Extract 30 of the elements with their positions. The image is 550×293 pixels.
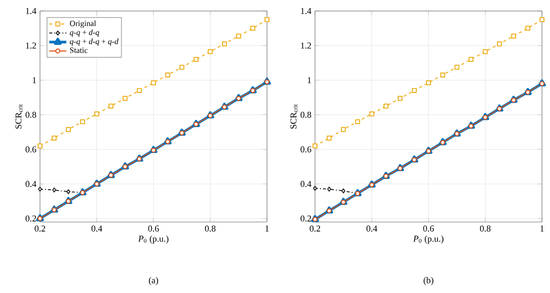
y-tick-label: 0.4 (26, 180, 36, 187)
y-tick-label: 0.6 (300, 146, 312, 152)
x-tick-label: 0.4 (366, 226, 378, 232)
y-tick-label: 1.4 (301, 8, 312, 14)
y-tick-label: 0.2 (300, 215, 311, 222)
y-tick-label: 0.6 (26, 146, 36, 152)
text: (a) (148, 277, 158, 286)
x-tick-label: 0.2 (34, 226, 46, 232)
y-tick-label: 1.2 (26, 42, 36, 49)
y-axis-title: SCR$_{crit}$ (290, 104, 298, 129)
y-tick-label: 0.8 (26, 112, 36, 118)
x-tick-label: 0.8 (204, 226, 216, 232)
y-tick-label: 0.8 (300, 112, 312, 118)
x-tick-label: 0.4 (91, 226, 102, 232)
x-axis-title: P$_{0}$ (p.u.) (413, 235, 444, 244)
x-tick-label: 1 (266, 226, 269, 232)
y-tick-label: 0.2 (26, 215, 36, 222)
y-axis-title: SCR$_{crit}$ (15, 104, 22, 129)
text: (b) (424, 277, 434, 286)
x-tick-label: 0.6 (423, 226, 434, 232)
y-tick-label: 1 (32, 77, 36, 84)
x-tick-label: 0.8 (480, 226, 491, 232)
x-tick-label: 0.2 (310, 226, 320, 232)
y-tick-label: 1.4 (26, 8, 36, 14)
x-axis-title: P$_{0}$ (p.u.) (138, 235, 168, 244)
y-tick-label: 0.4 (300, 180, 312, 187)
y-tick-label: 1.2 (301, 42, 311, 49)
x-tick-label: 0.6 (148, 226, 159, 232)
x-tick-label: 1 (540, 226, 544, 232)
y-tick-label: 1 (308, 77, 311, 84)
